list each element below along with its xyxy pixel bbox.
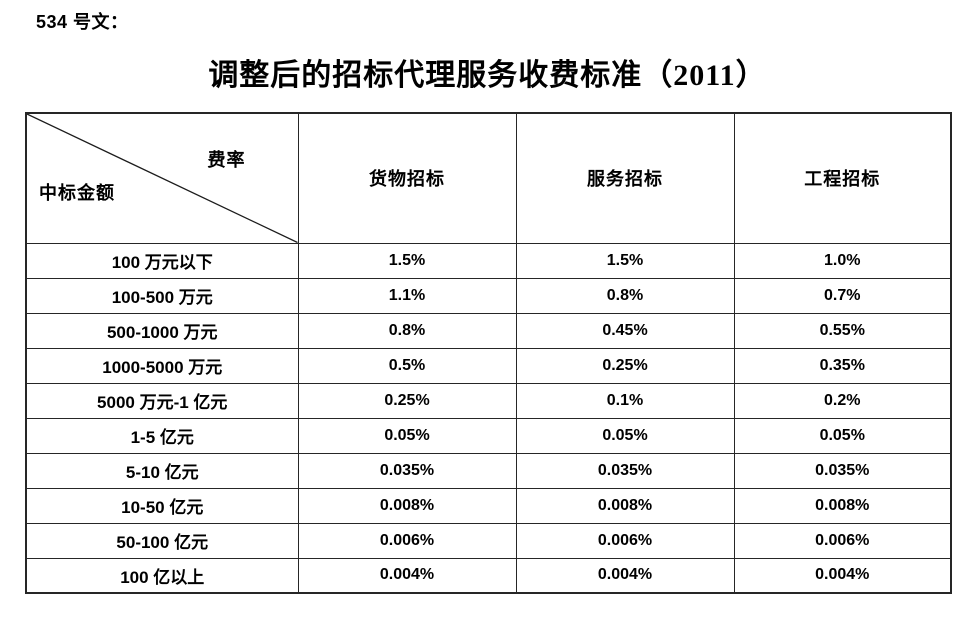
table-header-row: 费率 中标金额 货物招标 服务招标 工程招标 <box>25 112 952 244</box>
row-label-cell: 100 万元以下 <box>25 242 299 279</box>
row-label-cell: 100-500 万元 <box>25 277 299 314</box>
rate-cell: 0.008% <box>515 487 735 524</box>
rate-cell: 0.004% <box>733 557 952 594</box>
rate-cell: 1.0% <box>733 242 952 279</box>
doc-number-label: 534 号文： <box>36 12 129 32</box>
table-row: 50-100 亿元 0.006% 0.006% 0.006% <box>25 522 952 559</box>
rate-cell: 0.45% <box>515 312 735 349</box>
column-header-service: 服务招标 <box>515 112 735 244</box>
rate-cell: 0.006% <box>733 522 952 559</box>
rate-cell: 0.05% <box>733 417 952 454</box>
rate-cell: 1.5% <box>515 242 735 279</box>
rate-cell: 0.008% <box>733 487 952 524</box>
table-row: 100 亿以上 0.004% 0.004% 0.004% <box>25 557 952 594</box>
rate-cell: 0.5% <box>297 347 517 384</box>
table-row: 1000-5000 万元 0.5% 0.25% 0.35% <box>25 347 952 384</box>
corner-label-rate: 费率 <box>207 150 246 170</box>
corner-label-bid-amount: 中标金额 <box>39 182 115 203</box>
row-label-cell: 5-10 亿元 <box>25 452 299 489</box>
rate-cell: 0.2% <box>733 382 952 419</box>
rate-cell: 0.05% <box>515 417 735 454</box>
rate-cell: 0.35% <box>733 347 952 384</box>
diagonal-divider-line <box>27 114 298 243</box>
row-label-cell: 50-100 亿元 <box>25 522 299 559</box>
table-row: 100-500 万元 1.1% 0.8% 0.7% <box>25 277 952 314</box>
row-label-cell: 1-5 亿元 <box>25 417 299 454</box>
row-label-cell: 500-1000 万元 <box>25 312 299 349</box>
rate-cell: 0.1% <box>515 382 735 419</box>
table-row: 1-5 亿元 0.05% 0.05% 0.05% <box>25 417 952 454</box>
rate-cell: 0.035% <box>733 452 952 489</box>
rate-cell: 0.8% <box>515 277 735 314</box>
column-header-engineering: 工程招标 <box>733 112 952 244</box>
rate-cell: 0.25% <box>297 382 517 419</box>
rate-cell: 0.008% <box>297 487 517 524</box>
rate-cell: 0.035% <box>297 452 517 489</box>
table-row: 100 万元以下 1.5% 1.5% 1.0% <box>25 242 952 279</box>
rate-cell: 0.004% <box>515 557 735 594</box>
rate-cell: 1.1% <box>297 277 517 314</box>
table-row: 10-50 亿元 0.008% 0.008% 0.008% <box>25 487 952 524</box>
rate-cell: 0.035% <box>515 452 735 489</box>
column-header-goods: 货物招标 <box>297 112 517 244</box>
table-row: 5-10 亿元 0.035% 0.035% 0.035% <box>25 452 952 489</box>
page-title: 调整后的招标代理服务收费标准（2011） <box>208 59 767 92</box>
table-row: 500-1000 万元 0.8% 0.45% 0.55% <box>25 312 952 349</box>
rate-cell: 1.5% <box>297 242 517 279</box>
rate-cell: 0.55% <box>733 312 952 349</box>
row-label-cell: 100 亿以上 <box>25 557 299 594</box>
rate-cell: 0.7% <box>733 277 952 314</box>
fee-rate-table: 费率 中标金额 货物招标 服务招标 工程招标 100 万元以下 1.5% 1.5… <box>25 112 952 594</box>
row-label-cell: 10-50 亿元 <box>25 487 299 524</box>
rate-cell: 0.006% <box>515 522 735 559</box>
table-row: 5000 万元-1 亿元 0.25% 0.1% 0.2% <box>25 382 952 419</box>
row-label-cell: 5000 万元-1 亿元 <box>25 382 299 419</box>
rate-cell: 0.006% <box>297 522 517 559</box>
rate-cell: 0.8% <box>297 312 517 349</box>
row-label-cell: 1000-5000 万元 <box>25 347 299 384</box>
corner-header-cell: 费率 中标金额 <box>25 112 299 244</box>
rate-cell: 0.25% <box>515 347 735 384</box>
rate-cell: 0.004% <box>297 557 517 594</box>
rate-cell: 0.05% <box>297 417 517 454</box>
